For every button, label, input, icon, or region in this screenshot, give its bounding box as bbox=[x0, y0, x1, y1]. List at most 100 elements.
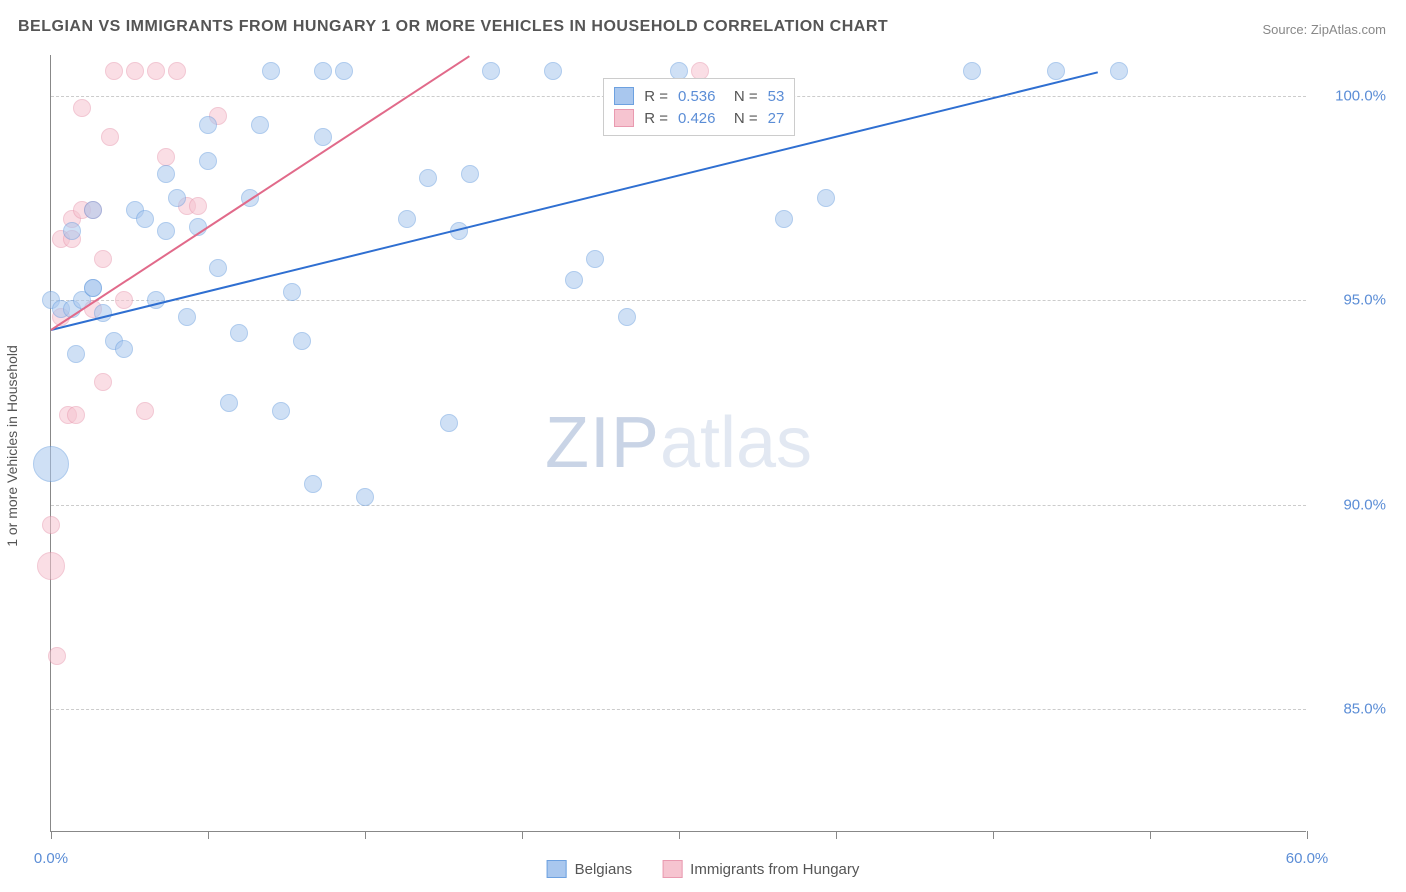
data-point bbox=[1047, 62, 1065, 80]
data-point bbox=[42, 516, 60, 534]
data-point bbox=[136, 402, 154, 420]
legend-item: Immigrants from Hungary bbox=[662, 860, 859, 878]
data-point bbox=[482, 62, 500, 80]
source-attribution: Source: ZipAtlas.com bbox=[1262, 22, 1386, 37]
data-point bbox=[199, 116, 217, 134]
stat-r-label: R = bbox=[644, 88, 668, 105]
x-tick bbox=[836, 831, 837, 839]
data-point bbox=[209, 259, 227, 277]
y-axis-label: 1 or more Vehicles in Household bbox=[4, 345, 20, 547]
x-tick bbox=[679, 831, 680, 839]
trend-line bbox=[51, 71, 1098, 331]
chart-title: BELGIAN VS IMMIGRANTS FROM HUNGARY 1 OR … bbox=[18, 18, 888, 36]
data-point bbox=[283, 283, 301, 301]
data-point bbox=[335, 62, 353, 80]
stat-r-label: R = bbox=[644, 110, 668, 127]
data-point bbox=[398, 210, 416, 228]
data-point bbox=[147, 62, 165, 80]
data-point bbox=[157, 148, 175, 166]
x-tick-label: 60.0% bbox=[1286, 850, 1329, 867]
data-point bbox=[586, 250, 604, 268]
x-tick bbox=[1307, 831, 1308, 839]
data-point bbox=[115, 340, 133, 358]
stat-n-label: N = bbox=[726, 88, 758, 105]
data-point bbox=[356, 488, 374, 506]
gridline bbox=[51, 300, 1306, 301]
stats-box: R = 0.536 N = 53R = 0.426 N = 27 bbox=[603, 78, 795, 136]
gridline bbox=[51, 709, 1306, 710]
data-point bbox=[105, 62, 123, 80]
data-point bbox=[168, 189, 186, 207]
data-point bbox=[293, 332, 311, 350]
data-point bbox=[314, 62, 332, 80]
data-point bbox=[63, 222, 81, 240]
scatter-chart: ZIPatlas 85.0%90.0%95.0%100.0%0.0%60.0%R… bbox=[50, 55, 1306, 832]
watermark: ZIPatlas bbox=[545, 402, 812, 484]
data-point bbox=[48, 647, 66, 665]
data-point bbox=[461, 165, 479, 183]
stat-n-value: 53 bbox=[768, 88, 785, 105]
stats-row: R = 0.536 N = 53 bbox=[614, 85, 784, 107]
y-tick-label: 90.0% bbox=[1316, 496, 1386, 513]
data-point bbox=[101, 128, 119, 146]
stat-n-value: 27 bbox=[768, 110, 785, 127]
data-point bbox=[963, 62, 981, 80]
stat-n-label: N = bbox=[726, 110, 758, 127]
data-point bbox=[775, 210, 793, 228]
stat-r-value: 0.426 bbox=[678, 110, 716, 127]
legend-label: Belgians bbox=[575, 861, 633, 878]
data-point bbox=[199, 152, 217, 170]
data-point bbox=[304, 475, 322, 493]
data-point bbox=[220, 394, 238, 412]
x-tick-label: 0.0% bbox=[34, 850, 68, 867]
data-point bbox=[618, 308, 636, 326]
data-point bbox=[272, 402, 290, 420]
stat-r-value: 0.536 bbox=[678, 88, 716, 105]
data-point bbox=[67, 406, 85, 424]
x-tick bbox=[1150, 831, 1151, 839]
y-tick-label: 85.0% bbox=[1316, 701, 1386, 718]
x-tick bbox=[208, 831, 209, 839]
data-point bbox=[94, 250, 112, 268]
data-point bbox=[314, 128, 332, 146]
legend-swatch bbox=[547, 860, 567, 878]
y-tick-label: 100.0% bbox=[1316, 87, 1386, 104]
data-point bbox=[157, 222, 175, 240]
legend-label: Immigrants from Hungary bbox=[690, 861, 859, 878]
data-point bbox=[440, 414, 458, 432]
stats-row: R = 0.426 N = 27 bbox=[614, 107, 784, 129]
data-point bbox=[544, 62, 562, 80]
data-point bbox=[251, 116, 269, 134]
data-point bbox=[419, 169, 437, 187]
data-point bbox=[157, 165, 175, 183]
data-point bbox=[230, 324, 248, 342]
legend-swatch bbox=[614, 109, 634, 127]
data-point bbox=[168, 62, 186, 80]
legend-item: Belgians bbox=[547, 860, 633, 878]
data-point bbox=[84, 279, 102, 297]
data-point bbox=[84, 201, 102, 219]
data-point bbox=[565, 271, 583, 289]
x-tick bbox=[51, 831, 52, 839]
data-point bbox=[73, 99, 91, 117]
data-point bbox=[136, 210, 154, 228]
data-point bbox=[262, 62, 280, 80]
data-point bbox=[1110, 62, 1128, 80]
x-tick bbox=[365, 831, 366, 839]
gridline bbox=[51, 505, 1306, 506]
data-point bbox=[94, 373, 112, 391]
data-point bbox=[817, 189, 835, 207]
data-point bbox=[115, 291, 133, 309]
chart-legend: Belgians Immigrants from Hungary bbox=[547, 860, 860, 878]
data-point bbox=[33, 446, 69, 482]
legend-swatch bbox=[614, 87, 634, 105]
data-point bbox=[178, 308, 196, 326]
y-tick-label: 95.0% bbox=[1316, 292, 1386, 309]
legend-swatch bbox=[662, 860, 682, 878]
data-point bbox=[67, 345, 85, 363]
data-point bbox=[37, 552, 65, 580]
x-tick bbox=[993, 831, 994, 839]
x-tick bbox=[522, 831, 523, 839]
data-point bbox=[189, 197, 207, 215]
data-point bbox=[126, 62, 144, 80]
